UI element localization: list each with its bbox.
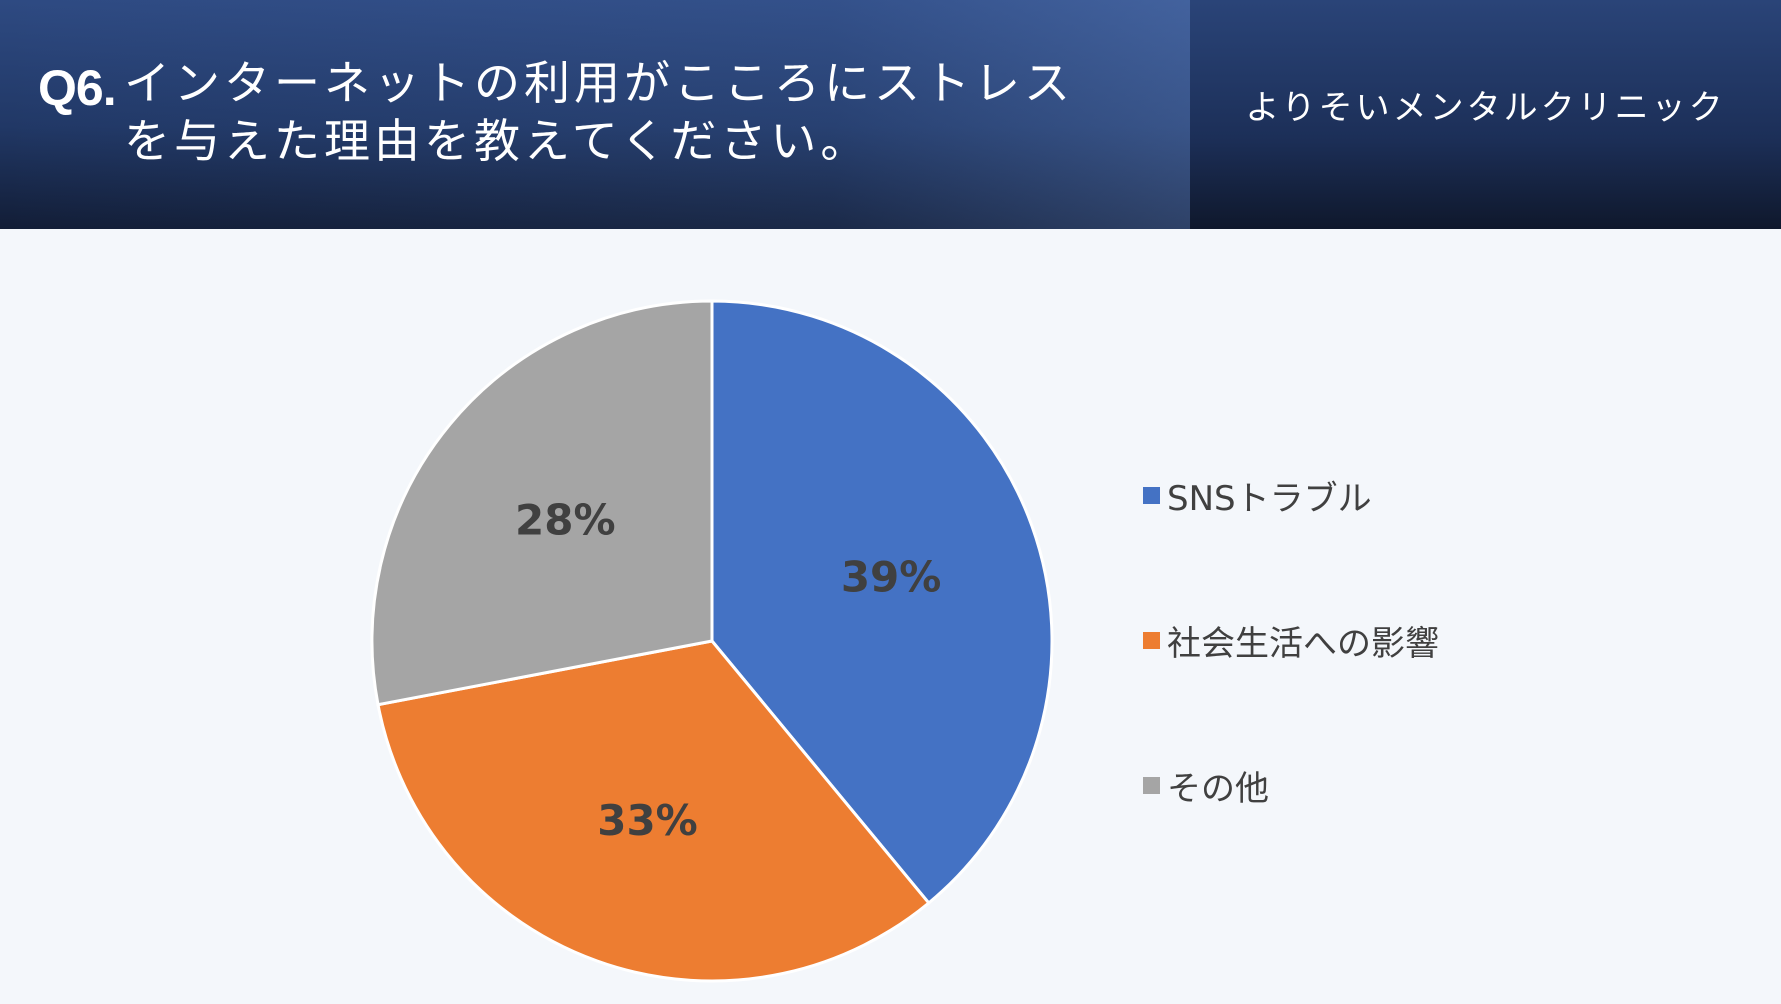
legend-swatch-social-life [1143, 631, 1160, 649]
header-highlight [0, 0, 1190, 229]
pie-slice-other [370, 299, 714, 707]
pie-slice-sns [710, 299, 1054, 906]
legend-swatch-other [1143, 776, 1160, 794]
data-label-social-life: 33% [597, 796, 698, 845]
pie-slice-social-life [376, 639, 931, 983]
legend-label-social-life: 社会生活への影響 [1167, 623, 1439, 664]
legend-item-sns: SNSトラブル [1143, 468, 1439, 522]
question-number: Q6. [38, 60, 117, 116]
clinic-name: よりそいメンタルクリニック [1245, 88, 1726, 128]
data-label-other: 28% [515, 496, 616, 545]
question-text: インターネットの利用がこころにストレスを与えた理由を教えてください。 [124, 56, 1074, 168]
legend-label-sns: SNSトラブル [1167, 478, 1372, 519]
header-right-panel [1190, 0, 1781, 229]
legend-swatch-sns [1143, 486, 1160, 504]
legend-item-other: その他 [1143, 758, 1439, 812]
header-banner: Q6. インターネットの利用がこころにストレスを与えた理由を教えてください。 よ… [0, 0, 1781, 229]
data-label-sns: 39% [841, 553, 942, 602]
legend-item-social-life: 社会生活への影響 [1143, 613, 1439, 667]
legend-label-other: その他 [1167, 768, 1269, 809]
chart-legend: SNSトラブル 社会生活への影響 その他 [1143, 468, 1439, 903]
